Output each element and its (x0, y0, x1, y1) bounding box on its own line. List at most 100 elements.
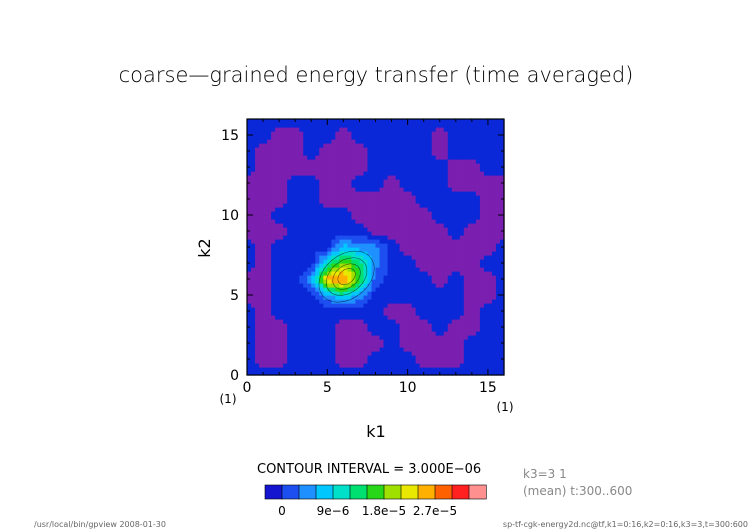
contour-cell (375, 307, 381, 312)
contour-cell (303, 291, 308, 296)
contour-cell (467, 279, 473, 284)
contour-cell (331, 295, 336, 300)
contour-cell (311, 183, 316, 188)
contour-cell (323, 287, 328, 292)
contour-cell (363, 307, 369, 312)
contour-cell (351, 219, 357, 224)
contour-cell (447, 163, 453, 168)
contour-cell (255, 363, 260, 368)
contour-cell (367, 311, 373, 316)
contour-cell (479, 119, 485, 124)
contour-cell (475, 171, 481, 176)
contour-cell (451, 287, 457, 292)
contour-cell (475, 291, 481, 296)
contour-cell (403, 199, 409, 204)
contour-cell (323, 171, 328, 176)
contour-cell (379, 187, 385, 192)
contour-cell (367, 283, 373, 288)
x-tick-label: 10 (399, 380, 417, 396)
contour-cell (367, 359, 373, 364)
contour-cell (291, 167, 296, 172)
contour-cell (307, 323, 312, 328)
contour-cell (419, 315, 425, 320)
contour-cell (259, 287, 264, 292)
contour-cell (443, 323, 449, 328)
contour-cell (483, 299, 489, 304)
contour-cell (339, 123, 344, 128)
contour-cell (459, 227, 465, 232)
contour-cell (267, 255, 272, 260)
contour-cell (291, 303, 296, 308)
contour-cell (463, 151, 469, 156)
contour-cell (487, 155, 493, 160)
contour-cell (291, 295, 296, 300)
contour-cell (495, 327, 501, 332)
contour-cell (319, 363, 324, 368)
contour-cell (363, 171, 369, 176)
contour-cell (487, 339, 493, 344)
contour-cell (255, 143, 260, 148)
x-tick-label: 0 (243, 380, 252, 396)
contour-cell (327, 363, 332, 368)
contour-cell (395, 331, 401, 336)
contour-cell (299, 131, 304, 136)
contour-cell (479, 271, 485, 276)
contour-cell (263, 187, 268, 192)
contour-cell (259, 159, 264, 164)
contour-cell (491, 239, 497, 244)
contour-cell (419, 219, 425, 224)
contour-cell (299, 255, 304, 260)
contour-cell (327, 343, 332, 348)
contour-cell (331, 351, 336, 356)
contour-cell (275, 335, 280, 340)
contour-cell (379, 255, 385, 260)
contour-cell (291, 255, 296, 260)
contour-cell (343, 227, 348, 232)
contour-cell (447, 227, 453, 232)
contour-cell (347, 315, 353, 320)
contour-cell (375, 127, 381, 132)
contour-cell (483, 139, 489, 144)
contour-cell (315, 163, 320, 168)
contour-cell (275, 223, 280, 228)
contour-cell (455, 119, 461, 124)
colorbar-swatch (400, 484, 419, 500)
contour-cell (471, 263, 477, 268)
contour-cell (443, 127, 449, 132)
contour-cell (459, 291, 465, 296)
contour-cell (247, 367, 252, 372)
contour-cell (275, 363, 280, 368)
contour-cell (275, 191, 280, 196)
contour-cell (471, 139, 477, 144)
contour-cell (279, 159, 284, 164)
contour-cell (435, 195, 441, 200)
contour-cell (263, 135, 268, 140)
contour-cell (379, 179, 385, 184)
contour-cell (383, 135, 389, 140)
contour-cell (367, 263, 373, 268)
contour-cell (247, 147, 252, 152)
contour-cell (423, 123, 429, 128)
contour-cell (391, 243, 397, 248)
contour-cell (351, 227, 357, 232)
contour-cell (463, 359, 469, 364)
contour-cell (391, 279, 397, 284)
contour-cell (467, 243, 473, 248)
contour-cell (459, 271, 465, 276)
contour-cell (471, 363, 477, 368)
contour-cell (371, 367, 377, 372)
contour-cell (483, 343, 489, 348)
contour-cell (347, 199, 353, 204)
contour-cell (471, 191, 477, 196)
contour-cell (451, 359, 457, 364)
contour-cell (495, 351, 501, 356)
contour-cell (423, 367, 429, 372)
contour-cell (343, 355, 348, 360)
contour-cell (495, 251, 501, 256)
contour-cell (327, 179, 332, 184)
contour-cell (343, 367, 348, 372)
contour-cell (443, 239, 449, 244)
contour-cell (419, 255, 425, 260)
contour-cell (247, 223, 252, 228)
contour-cell (347, 371, 353, 376)
